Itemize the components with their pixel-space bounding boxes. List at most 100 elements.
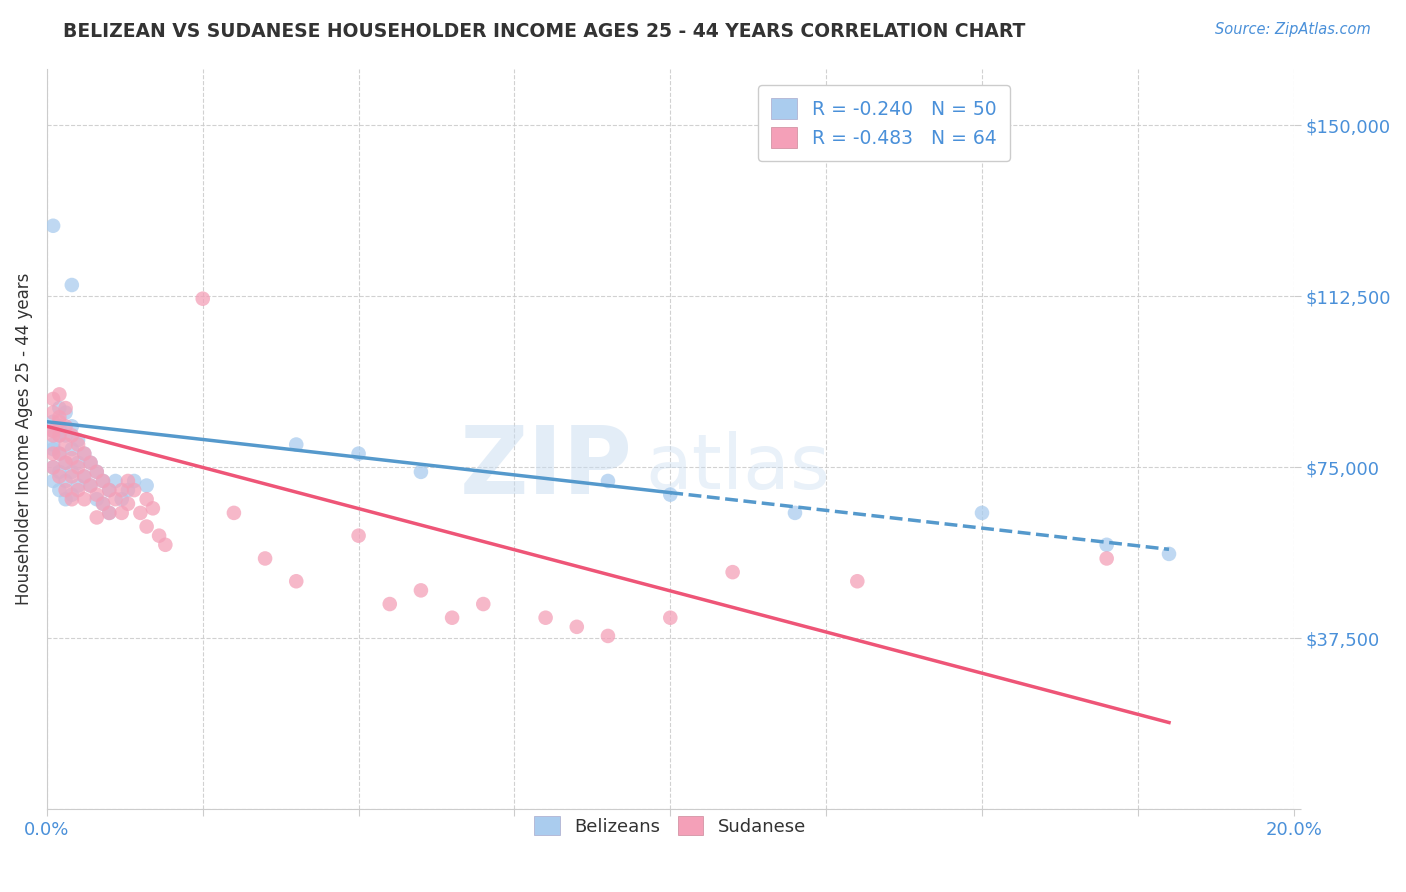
Point [1095,538,1118,552]
Point [48,410,70,425]
Point [378,597,401,611]
Point [42,219,65,233]
Point [60,492,83,507]
Point [67,483,90,497]
Point [79,456,101,470]
Point [42,474,65,488]
Point [441,611,464,625]
Point [117,474,139,488]
Point [86,465,108,479]
Point [42,460,65,475]
Point [79,456,101,470]
Point [79,478,101,492]
Point [472,597,495,611]
Point [73,492,96,507]
Point [970,506,993,520]
Point [254,551,277,566]
Point [129,506,152,520]
Point [48,415,70,429]
Text: ZIP: ZIP [460,423,633,515]
Point [1157,547,1180,561]
Point [98,506,121,520]
Point [55,483,77,497]
Point [73,447,96,461]
Point [135,519,157,533]
Point [285,437,308,451]
Point [48,483,70,497]
Point [534,611,557,625]
Point [659,488,682,502]
Point [73,447,96,461]
Point [91,474,114,488]
Point [48,447,70,461]
Point [142,501,165,516]
Point [111,492,134,507]
Point [86,510,108,524]
Point [67,456,90,470]
Point [79,478,101,492]
Point [42,428,65,442]
Point [55,456,77,470]
Point [42,392,65,406]
Point [86,488,108,502]
Point [60,465,83,479]
Point [347,529,370,543]
Point [67,433,90,447]
Point [42,424,65,438]
Point [42,447,65,461]
Point [48,447,70,461]
Point [596,629,619,643]
Point [86,465,108,479]
Point [191,292,214,306]
Point [565,620,588,634]
Point [222,506,245,520]
Point [42,442,65,456]
Point [48,419,70,434]
Point [73,469,96,483]
Y-axis label: Householder Income Ages 25 - 44 years: Householder Income Ages 25 - 44 years [15,273,32,605]
Point [409,583,432,598]
Point [135,478,157,492]
Point [721,565,744,579]
Point [111,506,134,520]
Point [48,428,70,442]
Text: Source: ZipAtlas.com: Source: ZipAtlas.com [1215,22,1371,37]
Point [122,483,145,497]
Point [347,447,370,461]
Point [55,474,77,488]
Point [86,492,108,507]
Point [111,483,134,497]
Point [60,428,83,442]
Point [42,437,65,451]
Point [783,506,806,520]
Point [55,492,77,507]
Point [659,611,682,625]
Point [117,483,139,497]
Point [846,574,869,589]
Point [91,497,114,511]
Point [42,460,65,475]
Point [104,492,127,507]
Point [48,401,70,415]
Point [67,460,90,475]
Point [148,529,170,543]
Point [596,474,619,488]
Point [60,451,83,466]
Point [60,469,83,483]
Point [409,465,432,479]
Point [55,428,77,442]
Point [60,278,83,293]
Legend: Belizeans, Sudanese: Belizeans, Sudanese [526,806,815,845]
Point [48,469,70,483]
Point [60,488,83,502]
Point [55,401,77,415]
Point [122,474,145,488]
Point [55,406,77,420]
Point [42,424,65,438]
Point [55,419,77,434]
Point [42,406,65,420]
Point [48,428,70,442]
Point [67,478,90,492]
Point [60,419,83,434]
Point [67,437,90,451]
